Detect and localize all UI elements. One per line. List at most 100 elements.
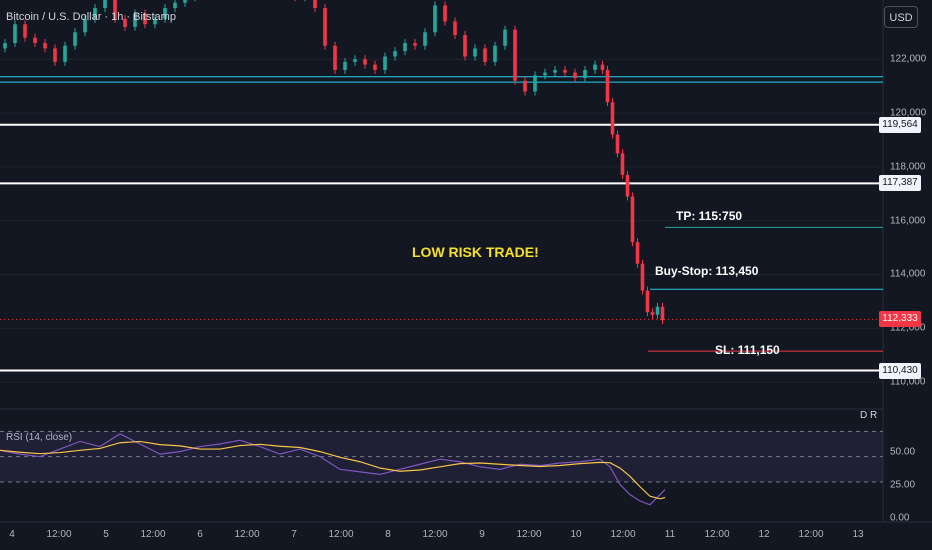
price-tick-label: 120,000 (890, 107, 927, 119)
time-tick-label: 12:00 (422, 529, 448, 540)
candle-body (373, 64, 377, 70)
candle-body (103, 0, 107, 9)
candle-body (333, 45, 337, 70)
candle-body (83, 18, 87, 33)
time-tick-label: 6 (197, 529, 203, 540)
candle-body (655, 306, 660, 315)
candle-body (453, 21, 457, 35)
candle-body (3, 43, 7, 49)
candle-body (640, 263, 645, 291)
candle-body (645, 290, 650, 313)
rsi-ma-line (0, 440, 666, 500)
candle-body (660, 306, 665, 321)
candle-body (113, 0, 117, 19)
candle-body (605, 69, 610, 103)
candle-body (615, 134, 620, 154)
candle-body (650, 312, 655, 315)
candle-body (353, 59, 357, 62)
rsi-line (0, 433, 666, 506)
price-axis-separator (0, 0, 932, 523)
price-tick-label: 122,000 (890, 53, 927, 65)
buy-stop-annotation: Buy-Stop: 113,450 (655, 264, 759, 278)
rsi-tick-25: 25.00 (890, 479, 916, 491)
rsi-title: RSI (14, close) (6, 432, 73, 443)
time-tick-label: 12:00 (46, 529, 72, 540)
candle-body (33, 37, 37, 44)
candle-body (343, 61, 347, 70)
time-tick-label: 13 (852, 529, 864, 540)
candle-body (625, 174, 630, 197)
candle-body (133, 13, 137, 27)
candle-body (393, 51, 397, 57)
price-line (3, 0, 665, 325)
level-lines (0, 76, 883, 372)
candle-body (563, 69, 567, 73)
time-tick-label: 12:00 (798, 529, 824, 540)
time-tick-label: 12 (758, 529, 770, 540)
candle-body (363, 59, 367, 65)
time-tick-label: 9 (479, 529, 485, 540)
level-tag: 117,387 (879, 175, 921, 192)
candle-body (153, 18, 157, 25)
candle-body (533, 75, 537, 92)
candle-body (93, 8, 97, 19)
candle-body (313, 0, 317, 9)
candle-body (610, 102, 615, 135)
candle-body (433, 5, 437, 33)
time-tick-label: 12:00 (140, 529, 166, 540)
currency-button[interactable]: USD (884, 6, 918, 28)
price-tick-label: 112,000 (890, 322, 926, 334)
candle-body (493, 45, 497, 62)
candle-body (43, 43, 47, 49)
candle-body (143, 13, 147, 25)
candle-body (413, 43, 417, 46)
time-tick-label: 12:00 (704, 529, 730, 540)
candle-body (53, 48, 57, 62)
candle-body (13, 24, 17, 44)
candle-body (543, 72, 547, 76)
candle-body (583, 69, 587, 79)
candle-body (473, 48, 477, 57)
candle-body (183, 0, 187, 3)
last-price-tag: 112,333 (879, 311, 921, 328)
candle-body (573, 72, 577, 79)
time-tick-label: 5 (103, 529, 109, 540)
rsi-tick-50: 50.00 (890, 446, 916, 458)
price-tick-label: 114,000 (890, 268, 926, 280)
level-tag: 119,564 (879, 116, 921, 133)
candle-body (513, 29, 517, 81)
sl-annotation: SL: 111,150 (715, 343, 780, 357)
time-tick-label: 12:00 (516, 529, 542, 540)
rsi-tick-0: 0.00 (890, 512, 910, 524)
price-tick-label: 116,000 (890, 215, 926, 227)
candle-body (635, 242, 640, 264)
price-tick-label: 110,000 (890, 376, 926, 388)
candle-body (323, 8, 327, 46)
candle-body (463, 34, 467, 57)
time-tick-label: 10 (570, 529, 582, 540)
candle-body (600, 64, 605, 70)
time-tick-label: 8 (385, 529, 391, 540)
candle-body (630, 196, 635, 243)
candle-body (173, 2, 177, 9)
candle-body (523, 80, 527, 92)
candle-body (443, 5, 447, 22)
candle-body (593, 64, 597, 70)
candle-body (620, 153, 625, 175)
level-tag: 110,430 (879, 362, 921, 379)
rsi-panel (0, 430, 883, 506)
candle-body (553, 69, 557, 73)
candle-body (163, 8, 167, 19)
candle-body (383, 56, 387, 70)
time-tick-label: 4 (9, 529, 15, 540)
tp-annotation: TP: 115:750 (676, 209, 743, 223)
time-tick-label: 12:00 (610, 529, 636, 540)
corner-label: D R (860, 410, 878, 421)
time-tick-label: 11 (664, 529, 676, 540)
chart-title: Bitcoin / U.S. Dollar · 1h · Bitstamp (6, 11, 176, 23)
price-tick-label: 118,000 (890, 161, 926, 173)
horizontal-gridlines (0, 58, 883, 383)
candle-body (23, 24, 27, 38)
